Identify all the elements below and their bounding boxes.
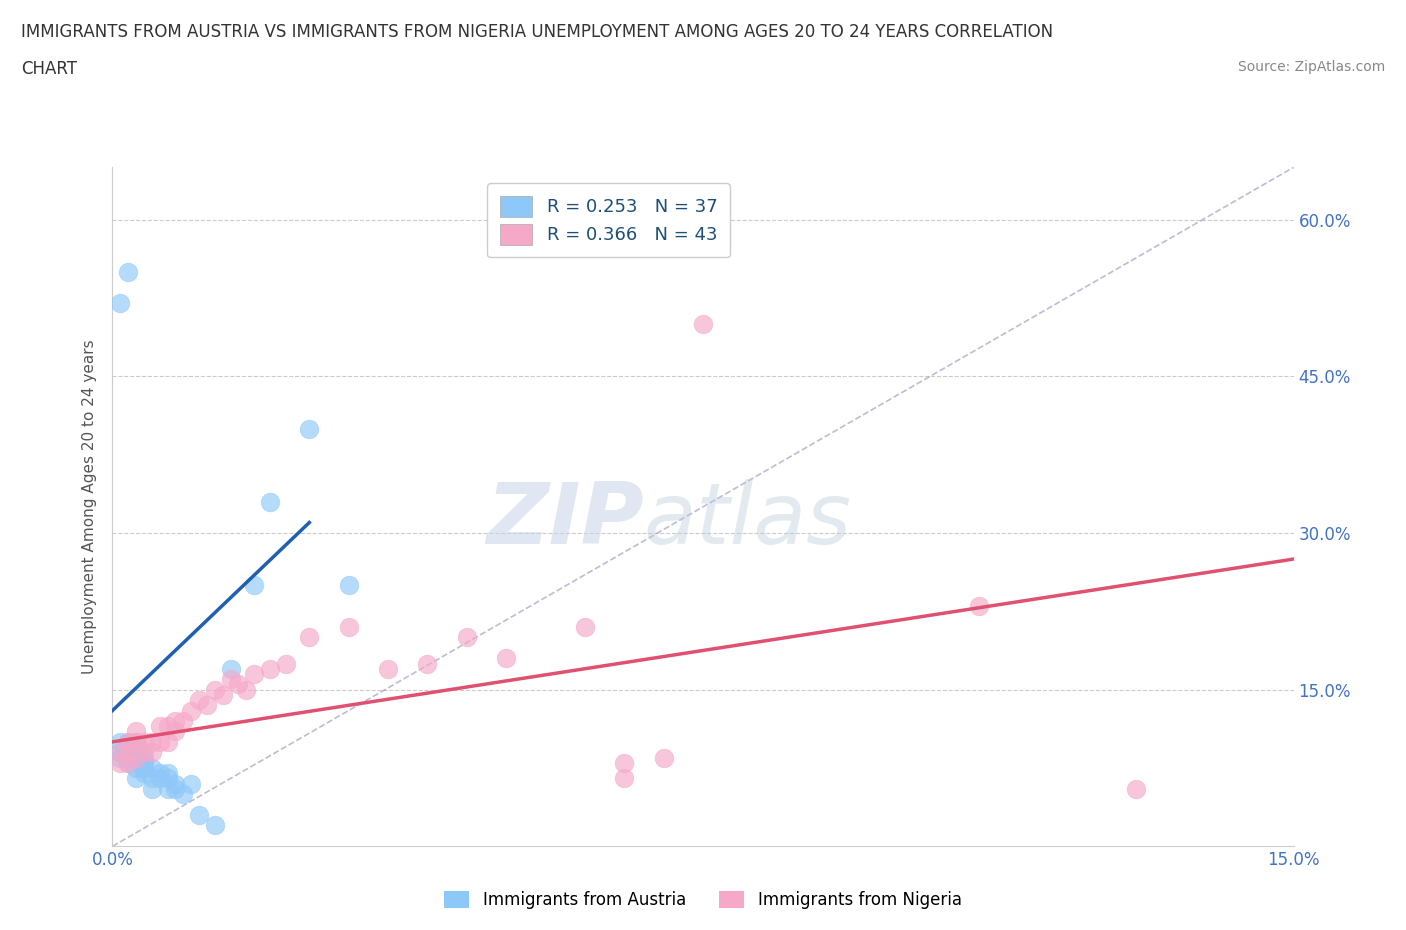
Point bbox=[259, 661, 281, 676]
Y-axis label: Unemployment Among Ages 20 to 24 years: Unemployment Among Ages 20 to 24 years bbox=[82, 339, 97, 674]
Point bbox=[416, 656, 439, 671]
Point bbox=[141, 781, 163, 796]
Point bbox=[574, 619, 596, 634]
Text: IMMIGRANTS FROM AUSTRIA VS IMMIGRANTS FROM NIGERIA UNEMPLOYMENT AMONG AGES 20 TO: IMMIGRANTS FROM AUSTRIA VS IMMIGRANTS FR… bbox=[21, 23, 1053, 41]
Point bbox=[259, 494, 281, 509]
Point bbox=[132, 735, 155, 750]
Point bbox=[132, 761, 155, 776]
Point bbox=[110, 751, 132, 765]
Point bbox=[613, 755, 636, 770]
Point bbox=[117, 735, 139, 750]
Point bbox=[117, 264, 139, 279]
Legend: R = 0.253   N = 37, R = 0.366   N = 43: R = 0.253 N = 37, R = 0.366 N = 43 bbox=[486, 183, 730, 258]
Point bbox=[172, 787, 194, 802]
Point bbox=[149, 735, 172, 750]
Text: Source: ZipAtlas.com: Source: ZipAtlas.com bbox=[1237, 60, 1385, 74]
Point bbox=[967, 599, 990, 614]
Point bbox=[298, 421, 321, 436]
Point bbox=[211, 687, 233, 702]
Point bbox=[204, 818, 226, 833]
Point bbox=[132, 751, 155, 765]
Point bbox=[180, 777, 202, 791]
Point bbox=[298, 630, 321, 644]
Point bbox=[156, 735, 179, 750]
Point bbox=[132, 765, 155, 780]
Point bbox=[156, 771, 179, 786]
Point bbox=[243, 667, 266, 682]
Point bbox=[165, 777, 187, 791]
Point bbox=[188, 807, 211, 822]
Point bbox=[337, 619, 360, 634]
Point bbox=[165, 713, 187, 728]
Point bbox=[165, 724, 187, 738]
Point bbox=[165, 781, 187, 796]
Point bbox=[456, 630, 478, 644]
Point bbox=[125, 751, 148, 765]
Point bbox=[495, 651, 517, 666]
Point bbox=[117, 735, 139, 750]
Point bbox=[117, 745, 139, 760]
Point bbox=[180, 703, 202, 718]
Text: ZIP: ZIP bbox=[486, 479, 644, 562]
Point bbox=[125, 751, 148, 765]
Point bbox=[1125, 781, 1147, 796]
Point bbox=[125, 745, 148, 760]
Point bbox=[110, 745, 132, 760]
Point bbox=[141, 761, 163, 776]
Point bbox=[149, 719, 172, 734]
Point bbox=[243, 578, 266, 592]
Point bbox=[228, 677, 250, 692]
Point bbox=[117, 755, 139, 770]
Point bbox=[110, 735, 132, 750]
Point bbox=[219, 671, 242, 686]
Point bbox=[613, 771, 636, 786]
Text: CHART: CHART bbox=[21, 60, 77, 78]
Point bbox=[125, 771, 148, 786]
Point bbox=[692, 316, 714, 331]
Text: atlas: atlas bbox=[644, 479, 852, 562]
Point bbox=[377, 661, 399, 676]
Point bbox=[219, 661, 242, 676]
Point bbox=[149, 771, 172, 786]
Point bbox=[110, 296, 132, 311]
Point bbox=[156, 781, 179, 796]
Point bbox=[132, 755, 155, 770]
Point bbox=[141, 771, 163, 786]
Point bbox=[125, 735, 148, 750]
Point bbox=[117, 745, 139, 760]
Point bbox=[652, 751, 675, 765]
Point bbox=[188, 693, 211, 708]
Point bbox=[141, 735, 163, 750]
Point bbox=[125, 724, 148, 738]
Point bbox=[125, 761, 148, 776]
Point bbox=[172, 713, 194, 728]
Point bbox=[110, 745, 132, 760]
Point bbox=[125, 735, 148, 750]
Point bbox=[117, 755, 139, 770]
Point bbox=[235, 683, 257, 698]
Point bbox=[156, 765, 179, 780]
Point bbox=[141, 745, 163, 760]
Point bbox=[117, 751, 139, 765]
Point bbox=[204, 683, 226, 698]
Point bbox=[195, 698, 218, 712]
Point bbox=[132, 745, 155, 760]
Point bbox=[149, 765, 172, 780]
Legend: Immigrants from Austria, Immigrants from Nigeria: Immigrants from Austria, Immigrants from… bbox=[436, 883, 970, 917]
Point bbox=[156, 719, 179, 734]
Point bbox=[337, 578, 360, 592]
Point bbox=[274, 656, 297, 671]
Point bbox=[110, 755, 132, 770]
